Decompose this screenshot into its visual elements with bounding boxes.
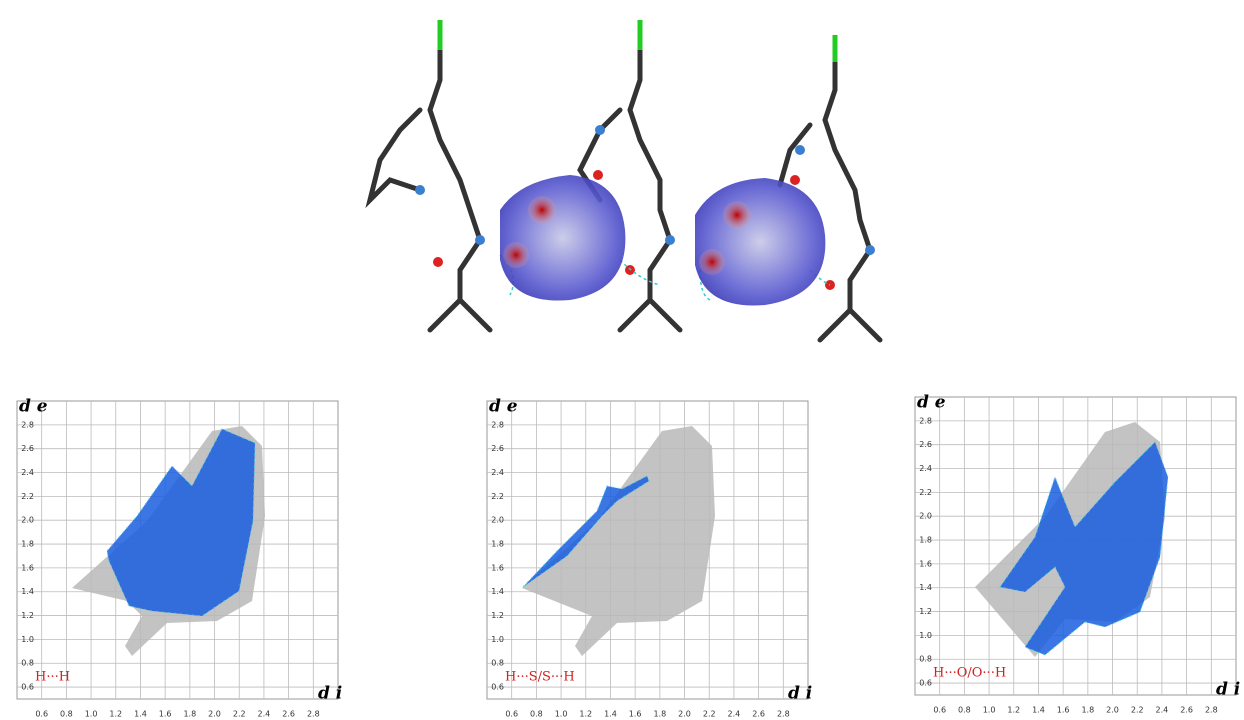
y-tick-label: 2.4	[919, 464, 932, 473]
x-tick-label: 2.6	[282, 710, 295, 719]
y-tick-label: 2.2	[21, 492, 34, 501]
y-tick-label: 0.6	[21, 683, 34, 692]
y-tick-label: 1.6	[491, 563, 504, 572]
x-tick-label: 2.0	[208, 710, 221, 719]
y-tick-label: 1.6	[919, 559, 932, 568]
x-tick-label: 0.8	[530, 710, 543, 719]
x-tick-label: 1.8	[1081, 706, 1094, 715]
y-tick-label: 1.4	[919, 583, 932, 592]
plot-panel: 0.6 0.8 1.0 1.2 1.4 1.6 1.8 2.0 2.2 2.4 2.6 2.8 0.6 0…	[915, 393, 1240, 715]
plot-panel: 0.6 0.8 1.0 1.2 1.4 1.6 1.8 2.0 2.2 2.4 2.6 2.8 0.6 0…	[487, 397, 812, 719]
x-tick-label: 0.8	[60, 710, 73, 719]
x-tick-label: 2.4	[1156, 706, 1169, 715]
page: {"chart_data": [ {"type": "fingerprint",…	[0, 0, 1244, 720]
x-tick-label: 2.2	[703, 710, 716, 719]
y-tick-label: 0.8	[919, 655, 932, 664]
y-tick-label: 1.8	[21, 540, 34, 549]
y-tick-label: 2.0	[21, 516, 34, 525]
x-tick-label: 2.8	[1205, 706, 1218, 715]
y-tick-label: 2.4	[21, 468, 34, 477]
x-tick-label: 0.6	[933, 706, 946, 715]
body: 0.6 0.8 1.0 1.2 1.4 1.6 1.8 2.0 2.2 2.4 2.6 2.8 0.6 0…	[0, 0, 1244, 720]
x-tick-label: 0.6	[505, 710, 518, 719]
contact-label: H···O/O···H	[933, 666, 1006, 681]
y-tick-label: 2.8	[21, 420, 34, 429]
contact-label: H···H	[35, 670, 70, 685]
x-tick-label: 2.8	[777, 710, 790, 719]
y-tick-label: 0.8	[21, 659, 34, 668]
x-tick-label: 1.6	[1057, 706, 1070, 715]
x-tick-label: 1.6	[159, 710, 172, 719]
x-tick-label: 1.4	[134, 710, 147, 719]
x-tick-label: 1.0	[555, 710, 568, 719]
y-tick-label: 0.6	[919, 679, 932, 688]
x-tick-label: 0.8	[958, 706, 971, 715]
y-tick-label: 0.6	[491, 683, 504, 692]
gray-cloud	[522, 426, 715, 656]
y-tick-label: 1.2	[21, 611, 34, 620]
x-tick-label: 2.4	[258, 710, 271, 719]
y-tick-label: 2.8	[919, 416, 932, 425]
plot-panel: 0.6 0.8 1.0 1.2 1.4 1.6 1.8 2.0 2.2 2.4 2.6 2.8 0.6 0…	[17, 397, 342, 719]
y-tick-label: 2.0	[919, 512, 932, 521]
x-tick-label: 1.0	[85, 710, 98, 719]
y-tick-label: 1.0	[491, 635, 504, 644]
x-tick-label: 1.8	[653, 710, 666, 719]
x-tick-label: 1.4	[1032, 706, 1045, 715]
y-tick-label: 2.6	[919, 440, 932, 449]
x-tick-label: 2.0	[678, 710, 691, 719]
figure: 0.6 0.8 1.0 1.2 1.4 1.6 1.8 2.0 2.2 2.4 2.6 2.8 0.6 0…	[0, 0, 1244, 720]
molecule-image	[370, 20, 880, 340]
x-tick-label: 2.2	[233, 710, 246, 719]
x-tick-label: 2.6	[1180, 706, 1193, 715]
blue-cloud	[107, 429, 255, 616]
x-tick-label: 1.2	[109, 710, 122, 719]
x-tick-label: 1.4	[604, 710, 617, 719]
y-tick-label: 2.2	[919, 488, 932, 497]
x-tick-label: 0.6	[35, 710, 48, 719]
x-tick-label: 2.6	[752, 710, 765, 719]
x-axis-label: d i	[788, 684, 812, 704]
y-tick-label: 2.6	[21, 444, 34, 453]
x-tick-label: 1.6	[629, 710, 642, 719]
y-tick-label: 1.2	[919, 607, 932, 616]
x-axis-label: d i	[1216, 680, 1240, 700]
y-tick-label: 2.2	[491, 492, 504, 501]
y-tick-label: 1.4	[491, 587, 504, 596]
x-axis-label: d i	[318, 684, 342, 704]
y-tick-label: 1.0	[919, 631, 932, 640]
x-tick-label: 1.0	[983, 706, 996, 715]
y-tick-label: 1.8	[919, 536, 932, 545]
x-tick-label: 1.2	[579, 710, 592, 719]
y-tick-label: 0.8	[491, 659, 504, 668]
y-tick-label: 1.4	[21, 587, 34, 596]
y-tick-label: 1.6	[21, 563, 34, 572]
x-tick-label: 2.8	[307, 710, 320, 719]
x-tick-label: 2.4	[728, 710, 741, 719]
x-tick-label: 1.2	[1007, 706, 1020, 715]
y-tick-label: 2.0	[491, 516, 504, 525]
x-tick-label: 2.0	[1106, 706, 1119, 715]
y-axis-label: d e	[19, 397, 48, 417]
x-tick-label: 2.2	[1131, 706, 1144, 715]
y-tick-label: 2.6	[491, 444, 504, 453]
x-tick-label: 1.8	[183, 710, 196, 719]
y-tick-label: 1.8	[491, 540, 504, 549]
y-axis-label: d e	[917, 393, 946, 413]
y-tick-label: 1.2	[491, 611, 504, 620]
y-tick-label: 2.8	[491, 420, 504, 429]
y-tick-label: 1.0	[21, 635, 34, 644]
y-tick-label: 2.4	[491, 468, 504, 477]
contact-label: H···S/S···H	[505, 670, 575, 685]
y-axis-label: d e	[489, 397, 518, 417]
